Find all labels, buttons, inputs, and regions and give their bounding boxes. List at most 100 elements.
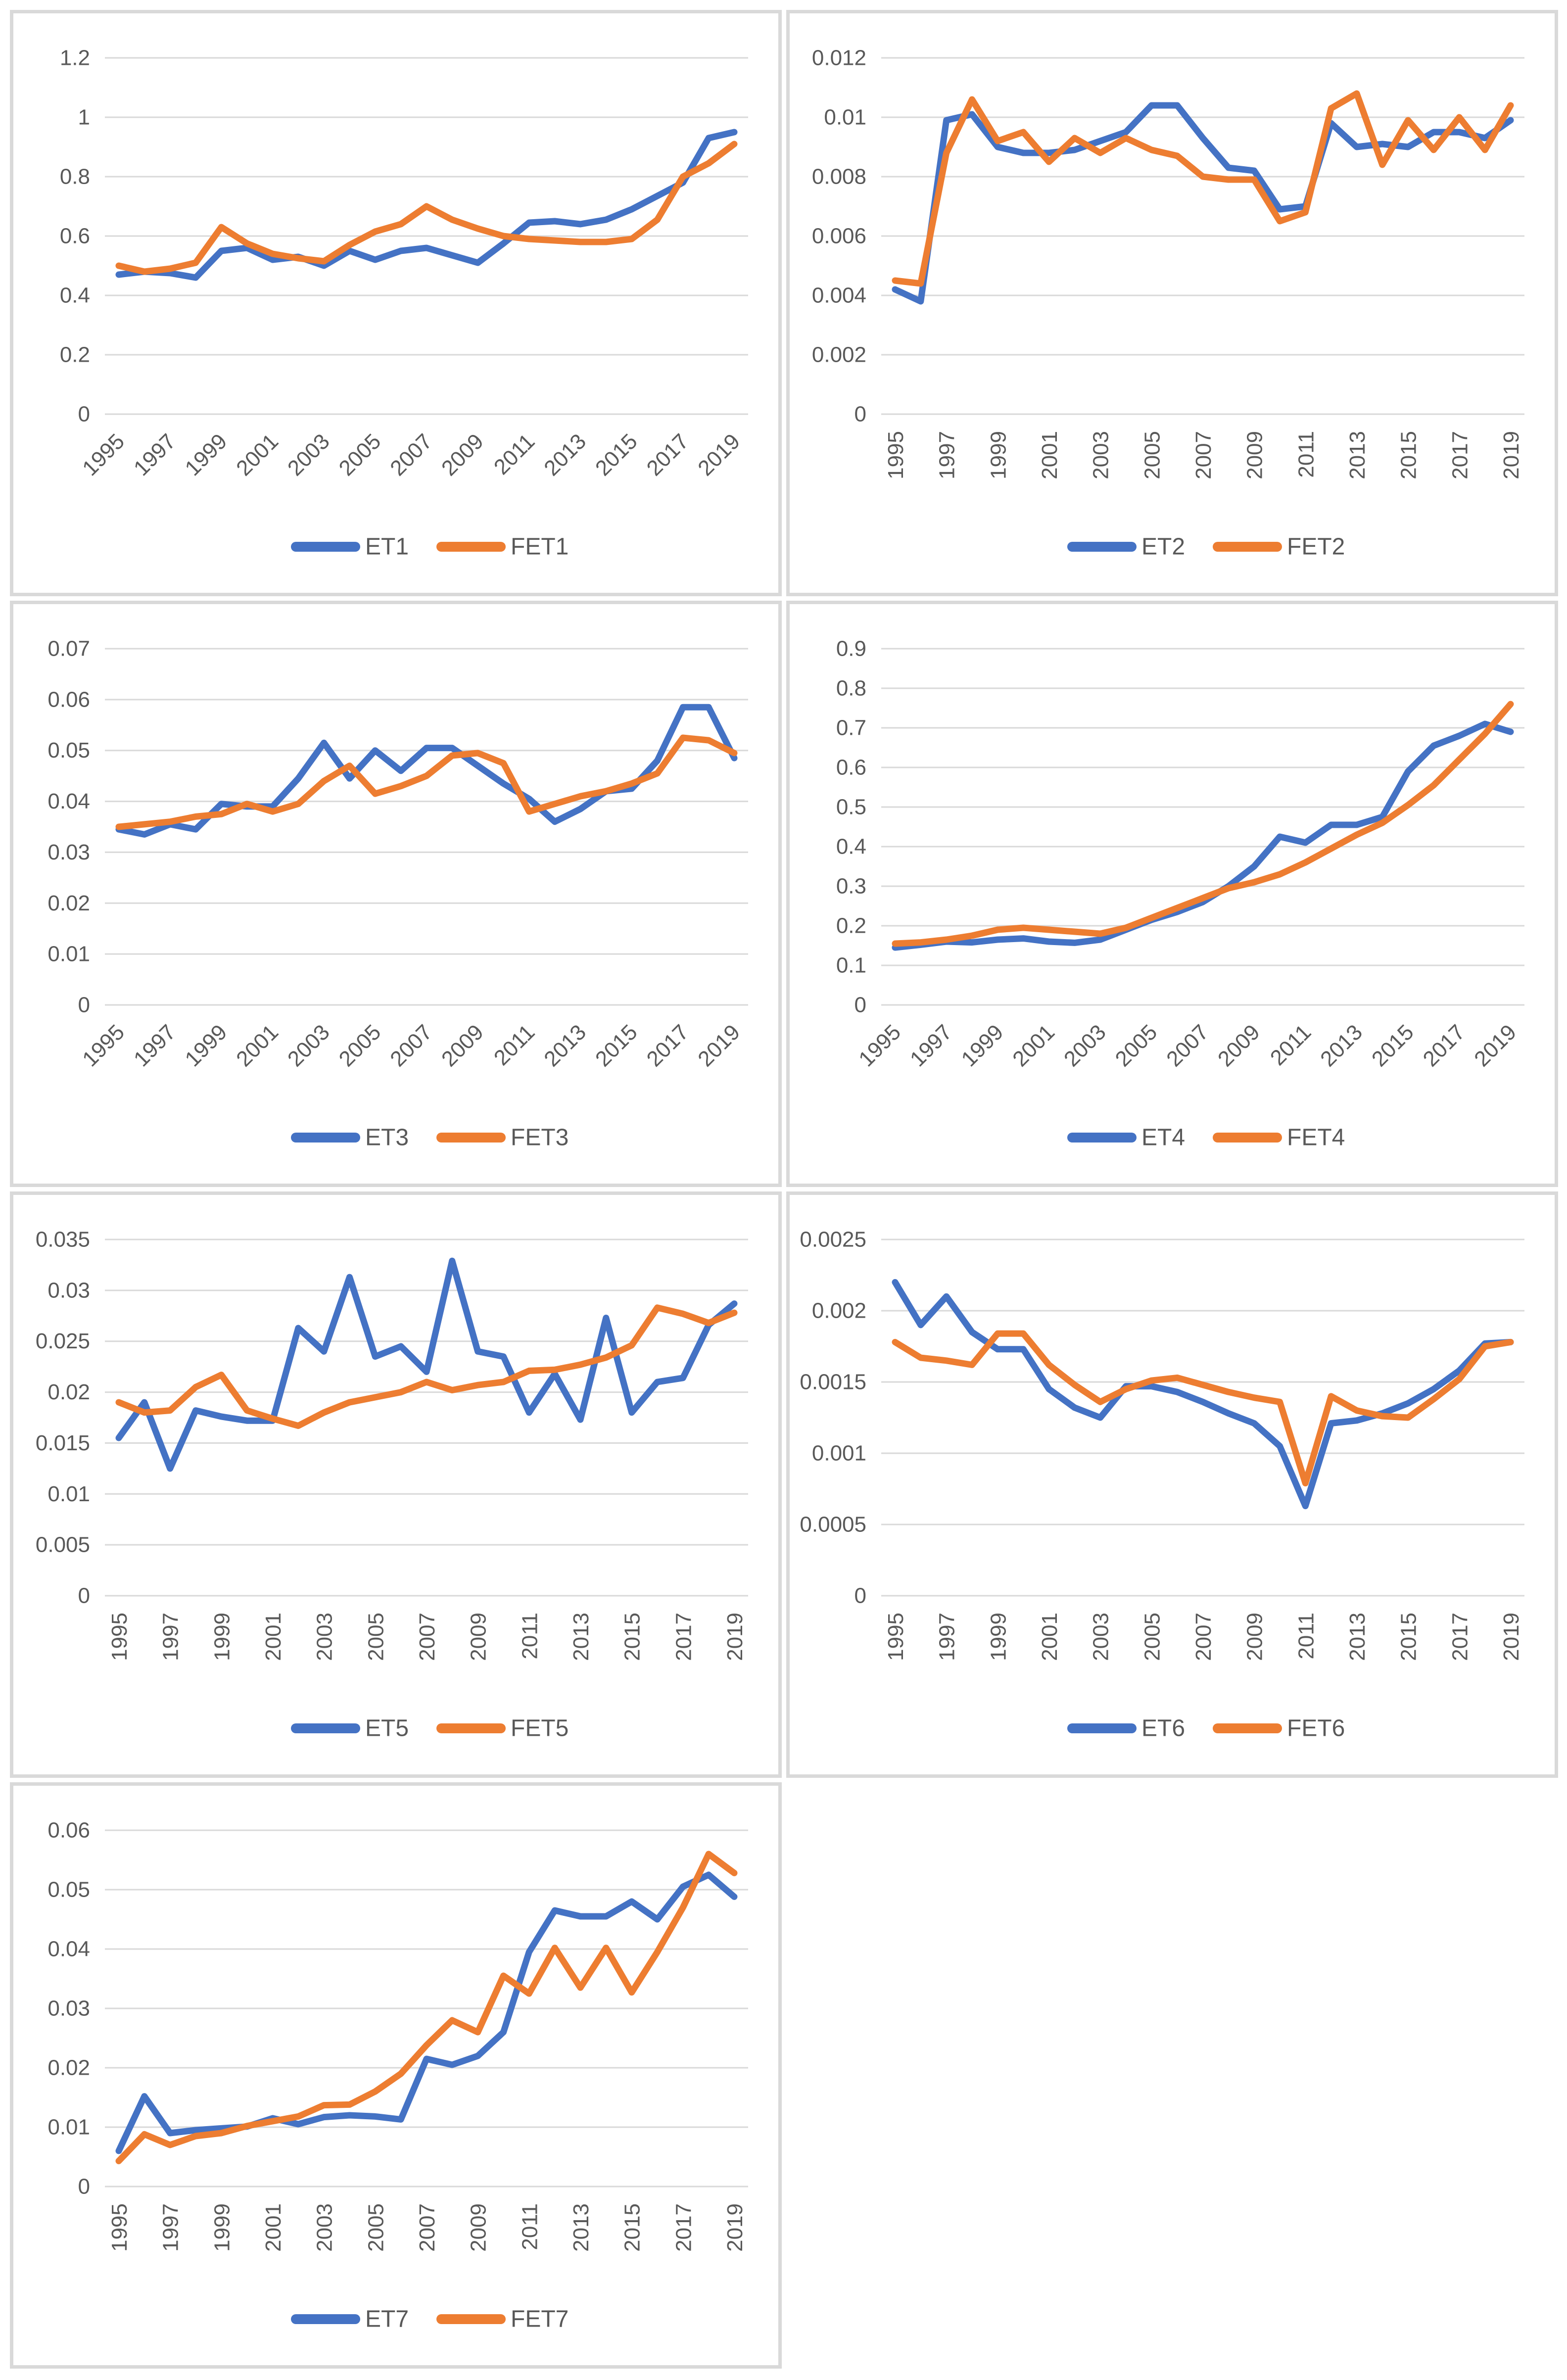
series-line-FET7[interactable] <box>115 1851 738 2164</box>
series-line-ET7[interactable] <box>115 1871 738 2154</box>
y-tick-label: 0.3 <box>836 874 866 899</box>
x-tick-label: 2009 <box>437 429 488 480</box>
chart-et5: 0 0.005 0.01 0.015 0.02 0.025 0.03 0.035 1995 199… <box>10 1191 782 1778</box>
x-tick-label: 1999 <box>210 2203 234 2252</box>
legend-item-ET1[interactable]: ET1 <box>291 534 409 560</box>
y-tick-label: 0.5 <box>836 795 866 819</box>
x-tick-label: 2011 <box>489 1020 540 1070</box>
y-tick-label: 0.07 <box>47 637 90 661</box>
x-tick-label: 2007 <box>1162 1020 1213 1071</box>
x-tick-label: 1999 <box>986 431 1010 479</box>
series-line-ET5[interactable] <box>115 1257 738 1472</box>
legend-item-FET4[interactable]: FET4 <box>1213 1125 1345 1151</box>
x-tick-label: 2017 <box>642 429 694 480</box>
y-tick-label: 0.02 <box>47 891 90 915</box>
y-tick-label: 0.008 <box>812 165 866 189</box>
x-tick-label: 2011 <box>518 2203 542 2250</box>
x-tick-label: 2019 <box>693 1020 745 1071</box>
y-tick-label: 0.035 <box>36 1228 90 1252</box>
x-tick-label: 1999 <box>957 1020 1008 1071</box>
x-tick-label: 2005 <box>334 1020 386 1071</box>
x-tick-label: 2013 <box>539 429 591 480</box>
legend-item-FET1[interactable]: FET1 <box>436 534 569 560</box>
chart-et6: 0 0.0005 0.001 0.0015 0.002 0.0025 1995 1997 199… <box>786 1191 1558 1778</box>
x-tick-label: 2015 <box>1397 431 1421 479</box>
x-tick-label: 1995 <box>884 431 908 479</box>
chart-et7: 0 0.01 0.02 0.03 0.04 0.05 0.06 1995 1997 1999 200… <box>10 1782 782 2369</box>
x-tick-label: 2001 <box>261 1613 285 1661</box>
legend-item-ET5[interactable]: ET5 <box>291 1715 409 1742</box>
legend-item-FET3[interactable]: FET3 <box>436 1125 569 1151</box>
x-tick-label: 2015 <box>591 1020 642 1071</box>
y-tick-label: 0.002 <box>812 343 866 367</box>
legend-label: ET2 <box>1141 534 1185 560</box>
chart-canvas-ET2: 0 0.002 0.004 0.006 0.008 0.01 0.012 1995 1997 19… <box>812 46 1524 560</box>
chart-canvas-ET7: 0 0.01 0.02 0.03 0.04 0.05 0.06 1995 1997 1999 200… <box>47 1818 748 2332</box>
x-tick-label: 2007 <box>1191 1613 1216 1661</box>
legend-label: FET7 <box>511 2306 569 2332</box>
legend-item-ET6[interactable]: ET6 <box>1067 1715 1185 1742</box>
series-line-ET4[interactable] <box>892 720 1514 951</box>
x-tick-label: 2011 <box>518 1613 542 1660</box>
y-tick-label: 0.7 <box>836 716 866 740</box>
y-tick-label: 0.6 <box>60 224 90 248</box>
x-tick-label: 2015 <box>1397 1613 1421 1661</box>
y-tick-label: 1.2 <box>60 46 90 70</box>
x-tick-label: 2009 <box>437 1020 488 1071</box>
chart-et2: 0 0.002 0.004 0.006 0.008 0.01 0.012 1995 1997 19… <box>786 10 1558 596</box>
y-tick-label: 0.01 <box>47 1482 90 1506</box>
x-tick-label: 2019 <box>1499 431 1523 479</box>
legend-item-FET7[interactable]: FET7 <box>436 2306 569 2332</box>
x-tick-label: 2007 <box>385 429 437 480</box>
x-tick-label: 2017 <box>671 1613 696 1661</box>
series-line-ET6[interactable] <box>892 1279 1514 1510</box>
legend-swatch-FET1 <box>436 542 506 552</box>
y-tick-label: 0.1 <box>836 953 866 978</box>
legend-item-ET3[interactable]: ET3 <box>291 1125 409 1151</box>
legend-item-ET7[interactable]: ET7 <box>291 2306 409 2332</box>
x-tick-label: 2003 <box>283 429 334 480</box>
series-line-ET3[interactable] <box>115 704 738 838</box>
y-tick-label: 0.002 <box>812 1299 866 1323</box>
x-tick-label: 2015 <box>591 429 642 480</box>
legend-item-FET5[interactable]: FET5 <box>436 1715 569 1742</box>
y-tick-label: 0 <box>855 402 866 427</box>
series-line-FET6[interactable] <box>892 1330 1514 1486</box>
series-line-FET5[interactable] <box>115 1304 738 1429</box>
x-tick-label: 2013 <box>1345 431 1370 479</box>
y-tick-label: 0.03 <box>47 1278 90 1302</box>
x-tick-label: 2003 <box>1059 1020 1111 1071</box>
series-line-FET1[interactable] <box>115 141 738 275</box>
y-tick-label: 0 <box>78 993 90 1017</box>
series-line-ET1[interactable] <box>115 129 738 281</box>
x-tick-label: 2017 <box>1419 1020 1470 1071</box>
legend-swatch-ET1 <box>291 542 360 552</box>
legend-item-FET6[interactable]: FET6 <box>1213 1715 1345 1742</box>
legend-label: FET5 <box>511 1715 569 1742</box>
legend-label: ET5 <box>365 1715 409 1742</box>
x-tick-label: 2007 <box>415 1613 439 1661</box>
x-tick-label: 1997 <box>159 2203 183 2252</box>
legend-label: ET1 <box>365 534 409 560</box>
series-line-FET4[interactable] <box>892 701 1514 947</box>
series-line-FET2[interactable] <box>892 90 1514 287</box>
y-tick-label: 0.025 <box>36 1329 90 1353</box>
legend-item-ET2[interactable]: ET2 <box>1067 534 1185 560</box>
x-tick-label: 2011 <box>1294 1613 1318 1660</box>
x-tick-label: 2005 <box>1140 431 1164 479</box>
x-tick-label: 2001 <box>1038 431 1062 479</box>
y-tick-label: 0.01 <box>824 105 866 130</box>
x-tick-label: 2001 <box>232 1020 283 1071</box>
x-tick-label: 2019 <box>723 1613 747 1661</box>
y-tick-label: 0.06 <box>47 687 90 712</box>
series-line-FET3[interactable] <box>115 734 738 830</box>
series-line-ET2[interactable] <box>892 102 1514 305</box>
y-tick-label: 0.06 <box>47 1818 90 1843</box>
x-tick-label: 2011 <box>1294 431 1318 478</box>
y-tick-label: 0.015 <box>36 1431 90 1455</box>
x-tick-label: 1997 <box>129 1020 181 1071</box>
y-tick-label: 0.4 <box>836 835 866 859</box>
legend-item-ET4[interactable]: ET4 <box>1067 1125 1185 1151</box>
legend-item-FET2[interactable]: FET2 <box>1213 534 1345 560</box>
y-tick-label: 0.01 <box>47 942 90 966</box>
